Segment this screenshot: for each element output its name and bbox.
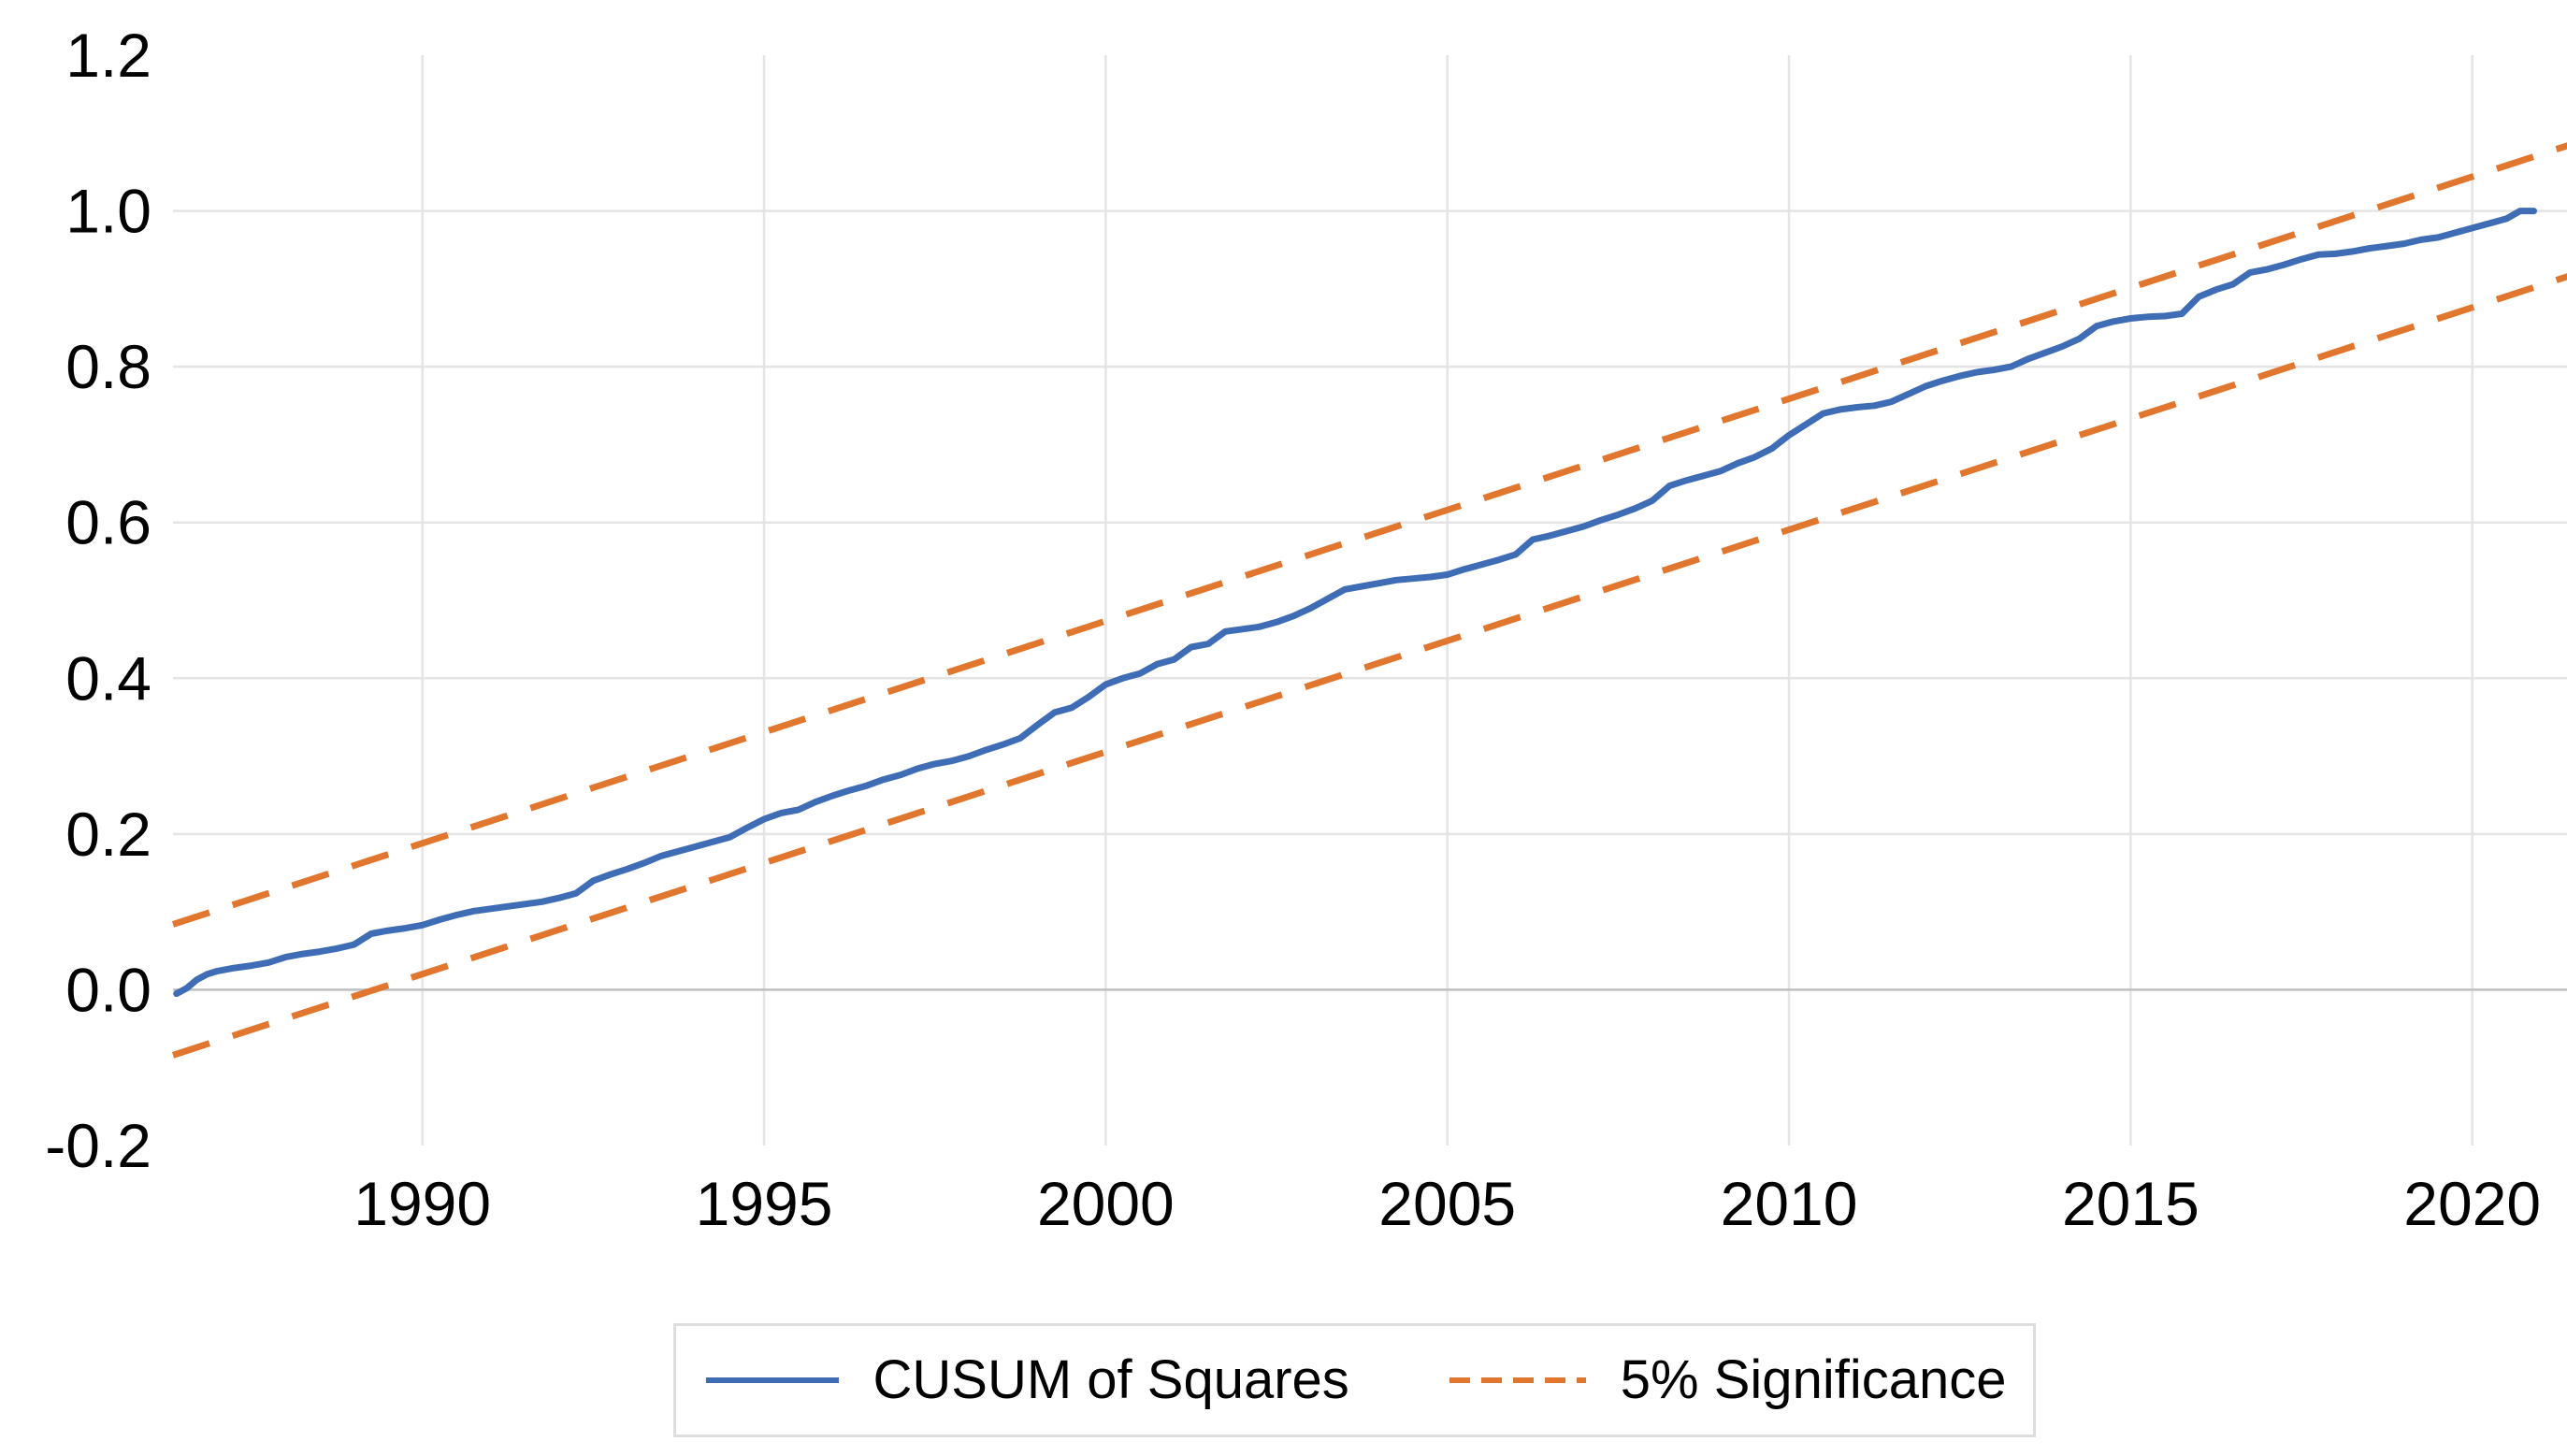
legend-entry-cusum: CUSUM of Squares	[703, 1353, 1349, 1407]
significance-upper-line	[171, 142, 2567, 928]
y-tick-label-0p4: 0.4	[65, 643, 151, 713]
significance-dashed-swatch-icon	[1449, 1377, 1586, 1383]
y-tick-label-1p0: 1.0	[65, 177, 151, 246]
y-tick-label-0p0: 0.0	[65, 955, 151, 1024]
legend: CUSUM of Squares 5% Significance	[673, 1323, 2036, 1437]
y-tick-label-0p8: 0.8	[65, 332, 151, 401]
x-axis-tick-labels: 1990 1995 2000 2005 2010 2015 2020	[353, 1169, 2541, 1238]
y-tick-label-m0p2: -0.2	[45, 1111, 151, 1180]
legend-entry-significance: 5% Significance	[1447, 1349, 2007, 1410]
y-tick-label-0p2: 0.2	[65, 800, 151, 869]
legend-label-cusum: CUSUM of Squares	[872, 1349, 1349, 1410]
y-axis-tick-labels: 1.2 1.0 0.8 0.6 0.4 0.2 0.0 -0.2	[45, 21, 151, 1180]
legend-label-significance: 5% Significance	[1620, 1349, 2007, 1410]
x-tick-label-2005: 2005	[1378, 1169, 1516, 1238]
x-tick-label-2010: 2010	[1721, 1169, 1858, 1238]
y-tick-label-1p2: 1.2	[65, 21, 151, 90]
x-tick-label-2000: 2000	[1037, 1169, 1175, 1238]
x-tick-label-2015: 2015	[2062, 1169, 2199, 1238]
x-tick-label-1990: 1990	[353, 1169, 491, 1238]
significance-lower-line	[171, 273, 2567, 1059]
cusum-of-squares-line	[173, 208, 2537, 998]
series-lines	[171, 142, 2567, 1059]
cusum-line-swatch-icon	[705, 1377, 839, 1383]
x-tick-label-2020: 2020	[2403, 1169, 2541, 1238]
x-tick-label-1995: 1995	[696, 1169, 833, 1238]
y-tick-label-0p6: 0.6	[65, 488, 151, 557]
gridlines	[173, 55, 2567, 1146]
